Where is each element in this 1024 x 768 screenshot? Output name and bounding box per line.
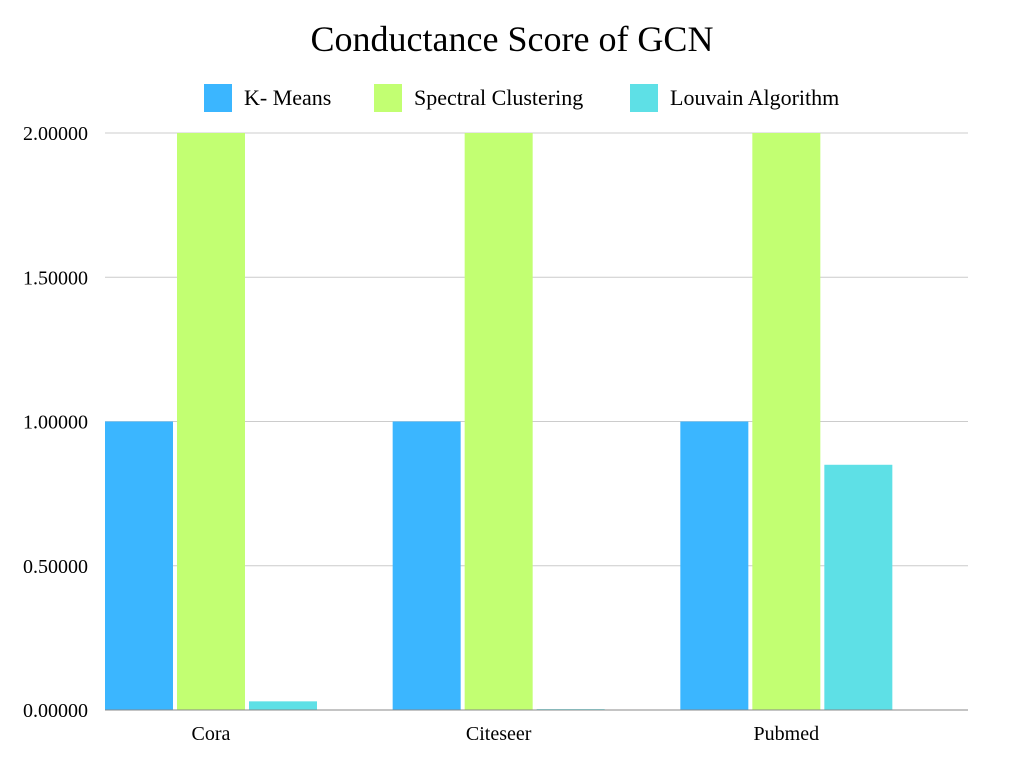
x-tick-label: Pubmed [754, 723, 820, 745]
y-tick-label: 0.50000 [23, 556, 88, 578]
bar-spectral-clustering-pubmed [752, 133, 821, 710]
x-tick-label: Citeseer [466, 723, 532, 745]
legend-item-louvain-algorithm: Louvain Algorithm [630, 84, 839, 112]
y-tick-label: 0.00000 [23, 700, 88, 722]
bar-k-means-pubmed [680, 421, 749, 710]
chart-title: Conductance Score of GCN [310, 19, 714, 59]
y-tick-label: 1.50000 [23, 267, 88, 289]
bar-louvain-algorithm-pubmed [824, 464, 893, 710]
legend-label-louvain-algorithm: Louvain Algorithm [670, 85, 840, 110]
legend-swatch-k-means [204, 84, 232, 112]
x-tick-label: Cora [192, 723, 231, 745]
legend-swatch-spectral-clustering [374, 84, 402, 112]
legend-swatch-louvain-algorithm [630, 84, 658, 112]
bar-spectral-clustering-citeseer [464, 133, 533, 710]
bar-spectral-clustering-cora [177, 133, 245, 710]
bar-k-means-citeseer [392, 421, 461, 710]
legend: K- Means Spectral Clustering Louvain Alg… [0, 84, 1024, 112]
legend-label-k-means: K- Means [244, 85, 332, 110]
legend-label-spectral-clustering: Spectral Clustering [414, 85, 584, 110]
y-tick-label: 2.00000 [23, 123, 88, 145]
y-tick-label: 1.00000 [23, 412, 88, 434]
bar-louvain-algorithm-cora [249, 701, 317, 710]
bar-k-means-cora [105, 421, 173, 710]
legend-item-spectral-clustering: Spectral Clustering [374, 84, 583, 112]
legend-item-k-means: K- Means [204, 84, 331, 112]
